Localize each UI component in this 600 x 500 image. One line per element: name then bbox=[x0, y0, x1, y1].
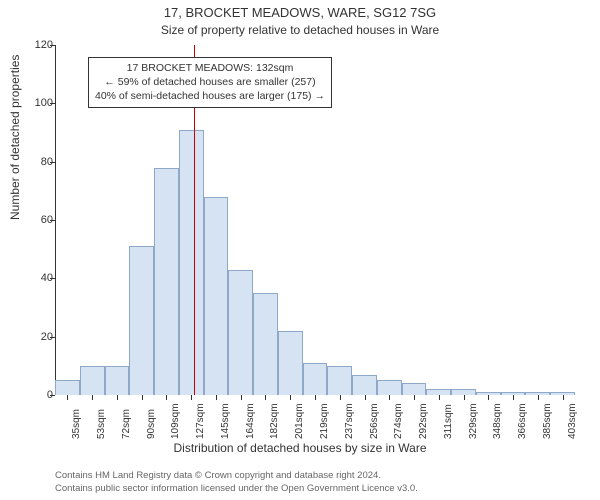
histogram-bar bbox=[204, 197, 229, 395]
x-tick-label: 366sqm bbox=[517, 403, 528, 439]
x-tick-mark bbox=[92, 395, 93, 400]
x-tick-label: 127sqm bbox=[195, 403, 206, 439]
x-tick-label: 237sqm bbox=[344, 403, 355, 439]
x-tick-label: 292sqm bbox=[418, 403, 429, 439]
y-tick-mark bbox=[50, 337, 55, 338]
x-tick-mark bbox=[439, 395, 440, 400]
x-tick-label: 109sqm bbox=[170, 403, 181, 439]
histogram-bar bbox=[129, 246, 154, 395]
x-tick-label: 90sqm bbox=[146, 409, 157, 439]
x-tick-label: 201sqm bbox=[294, 403, 305, 439]
x-tick-label: 182sqm bbox=[269, 403, 280, 439]
x-tick-label: 219sqm bbox=[319, 403, 330, 439]
x-tick-mark bbox=[191, 395, 192, 400]
x-tick-mark bbox=[389, 395, 390, 400]
x-tick-label: 329sqm bbox=[468, 403, 479, 439]
x-tick-mark bbox=[67, 395, 68, 400]
x-tick-mark bbox=[241, 395, 242, 400]
x-tick-mark bbox=[365, 395, 366, 400]
annotation-line: ← 59% of detached houses are smaller (25… bbox=[95, 75, 325, 89]
histogram-bar bbox=[154, 168, 179, 396]
x-tick-label: 145sqm bbox=[220, 403, 231, 439]
x-tick-mark bbox=[290, 395, 291, 400]
x-tick-label: 35sqm bbox=[71, 409, 82, 439]
x-tick-label: 274sqm bbox=[393, 403, 404, 439]
histogram-bar bbox=[303, 363, 328, 395]
histogram-bar bbox=[80, 366, 105, 395]
y-axis-label: Number of detached properties bbox=[8, 55, 22, 220]
y-tick-mark bbox=[50, 220, 55, 221]
x-tick-mark bbox=[464, 395, 465, 400]
x-tick-mark bbox=[513, 395, 514, 400]
x-tick-label: 256sqm bbox=[369, 403, 380, 439]
x-tick-mark bbox=[414, 395, 415, 400]
x-axis-label: Distribution of detached houses by size … bbox=[0, 441, 600, 455]
footer-attribution: Contains HM Land Registry data © Crown c… bbox=[55, 470, 418, 495]
x-tick-mark bbox=[142, 395, 143, 400]
x-tick-mark bbox=[166, 395, 167, 400]
x-tick-mark bbox=[340, 395, 341, 400]
x-tick-mark bbox=[488, 395, 489, 400]
x-tick-mark bbox=[315, 395, 316, 400]
histogram-bar bbox=[179, 130, 204, 395]
x-tick-mark bbox=[563, 395, 564, 400]
histogram-bar bbox=[253, 293, 278, 395]
chart-area: 02040608010012035sqm53sqm72sqm90sqm109sq… bbox=[55, 45, 575, 395]
x-tick-mark bbox=[538, 395, 539, 400]
chart-title-sub: Size of property relative to detached ho… bbox=[0, 23, 600, 37]
x-tick-mark bbox=[117, 395, 118, 400]
x-tick-label: 72sqm bbox=[121, 409, 132, 439]
x-tick-mark bbox=[265, 395, 266, 400]
histogram-bar bbox=[402, 383, 427, 395]
chart-title-main: 17, BROCKET MEADOWS, WARE, SG12 7SG bbox=[0, 5, 600, 20]
x-tick-label: 403sqm bbox=[567, 403, 578, 439]
x-tick-label: 311sqm bbox=[443, 404, 454, 439]
annotation-box: 17 BROCKET MEADOWS: 132sqm← 59% of detac… bbox=[88, 57, 332, 108]
y-tick-mark bbox=[50, 162, 55, 163]
x-tick-label: 53sqm bbox=[96, 409, 107, 439]
histogram-bar bbox=[228, 270, 253, 395]
histogram-bar bbox=[105, 366, 130, 395]
histogram-bar bbox=[377, 380, 402, 395]
annotation-line: 40% of semi-detached houses are larger (… bbox=[95, 89, 325, 103]
histogram-bar bbox=[55, 380, 80, 395]
footer-line2: Contains public sector information licen… bbox=[55, 483, 418, 495]
x-tick-label: 385sqm bbox=[542, 403, 553, 439]
x-tick-mark bbox=[216, 395, 217, 400]
x-tick-label: 164sqm bbox=[245, 403, 256, 439]
histogram-bar bbox=[327, 366, 352, 395]
histogram-bar bbox=[278, 331, 303, 395]
y-tick-mark bbox=[50, 45, 55, 46]
y-tick-mark bbox=[50, 395, 55, 396]
y-tick-mark bbox=[50, 103, 55, 104]
footer-line1: Contains HM Land Registry data © Crown c… bbox=[55, 470, 418, 482]
histogram-bar bbox=[352, 375, 377, 395]
y-tick-mark bbox=[50, 278, 55, 279]
x-tick-label: 348sqm bbox=[492, 403, 503, 439]
annotation-line: 17 BROCKET MEADOWS: 132sqm bbox=[95, 61, 325, 75]
